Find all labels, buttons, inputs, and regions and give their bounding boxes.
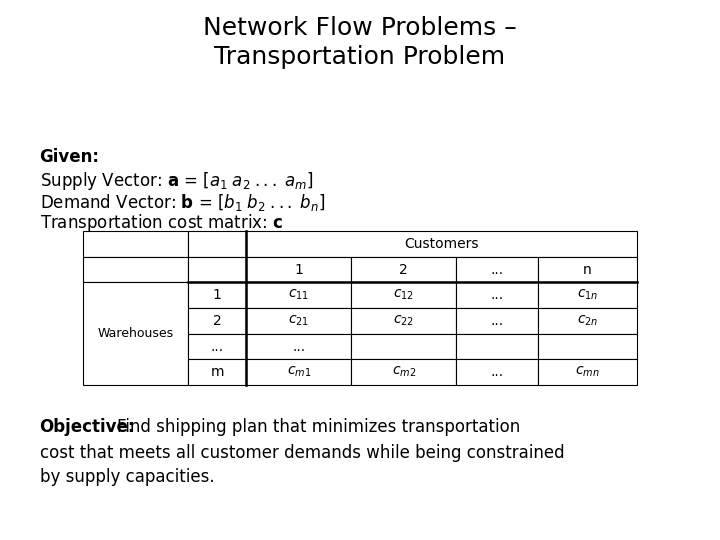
Bar [246,360,351,385]
Text: ...: ... [490,365,504,379]
Text: $c_{1n}$: $c_{1n}$ [577,288,598,302]
Text: Network Flow Problems –
Transportation Problem: Network Flow Problems – Transportation P… [203,16,517,69]
Text: $c_{m2}$: $c_{m2}$ [392,365,416,380]
Bar [83,231,188,257]
Bar [351,308,456,334]
Bar [538,360,637,385]
Text: Customers: Customers [405,237,479,251]
Text: ...: ... [292,340,305,354]
Text: 1: 1 [294,262,303,276]
Text: ...: ... [490,314,504,328]
Bar [351,257,456,282]
Text: ...: ... [490,288,504,302]
Text: $c_{21}$: $c_{21}$ [288,314,310,328]
Bar [456,334,538,360]
Bar [246,257,351,282]
Text: $c_{m1}$: $c_{m1}$ [287,365,311,380]
Bar [188,257,246,282]
Bar [456,308,538,334]
Text: Objective:: Objective: [40,418,135,436]
Bar [83,282,188,385]
Text: ...: ... [210,340,224,354]
Text: ...: ... [490,262,504,276]
Text: $c_{12}$: $c_{12}$ [393,288,414,302]
Bar [246,282,351,308]
Bar [351,360,456,385]
Text: Transportation cost matrix: $\mathbf{c}$: Transportation cost matrix: $\mathbf{c}$ [40,212,283,234]
Bar [246,308,351,334]
Text: $c_{11}$: $c_{11}$ [288,288,310,302]
Text: Supply Vector: $\mathbf{a}$ = [$a_1\; a_2\; ...\; a_m$]: Supply Vector: $\mathbf{a}$ = [$a_1\; a_… [40,170,313,192]
Bar [188,231,246,257]
Bar [83,257,188,282]
Text: Given:: Given: [40,148,99,166]
Text: $c_{22}$: $c_{22}$ [393,314,414,328]
Bar [538,282,637,308]
Text: m: m [210,365,224,379]
Text: Find shipping plan that minimizes transportation: Find shipping plan that minimizes transp… [117,418,520,436]
Text: 2: 2 [400,262,408,276]
Text: n: n [583,262,592,276]
Text: Warehouses: Warehouses [97,327,174,340]
Bar [351,282,456,308]
Bar [188,282,246,308]
Bar [456,360,538,385]
Bar [246,231,637,257]
Text: 1: 1 [212,288,222,302]
Bar [188,308,246,334]
Bar [188,360,246,385]
Bar [351,334,456,360]
Text: Demand Vector: $\mathbf{b}$ = [$b_1\; b_2\; ...\; b_n$]: Demand Vector: $\mathbf{b}$ = [$b_1\; b_… [40,192,325,213]
Text: by supply capacities.: by supply capacities. [40,468,215,486]
Bar [456,282,538,308]
Bar [456,257,538,282]
Bar [246,334,351,360]
Text: $c_{mn}$: $c_{mn}$ [575,365,600,380]
Text: $c_{2n}$: $c_{2n}$ [577,314,598,328]
Bar [538,257,637,282]
Bar [188,334,246,360]
Bar [538,308,637,334]
Bar [538,334,637,360]
Text: cost that meets all customer demands while being constrained: cost that meets all customer demands whi… [40,444,564,462]
Text: 2: 2 [212,314,221,328]
